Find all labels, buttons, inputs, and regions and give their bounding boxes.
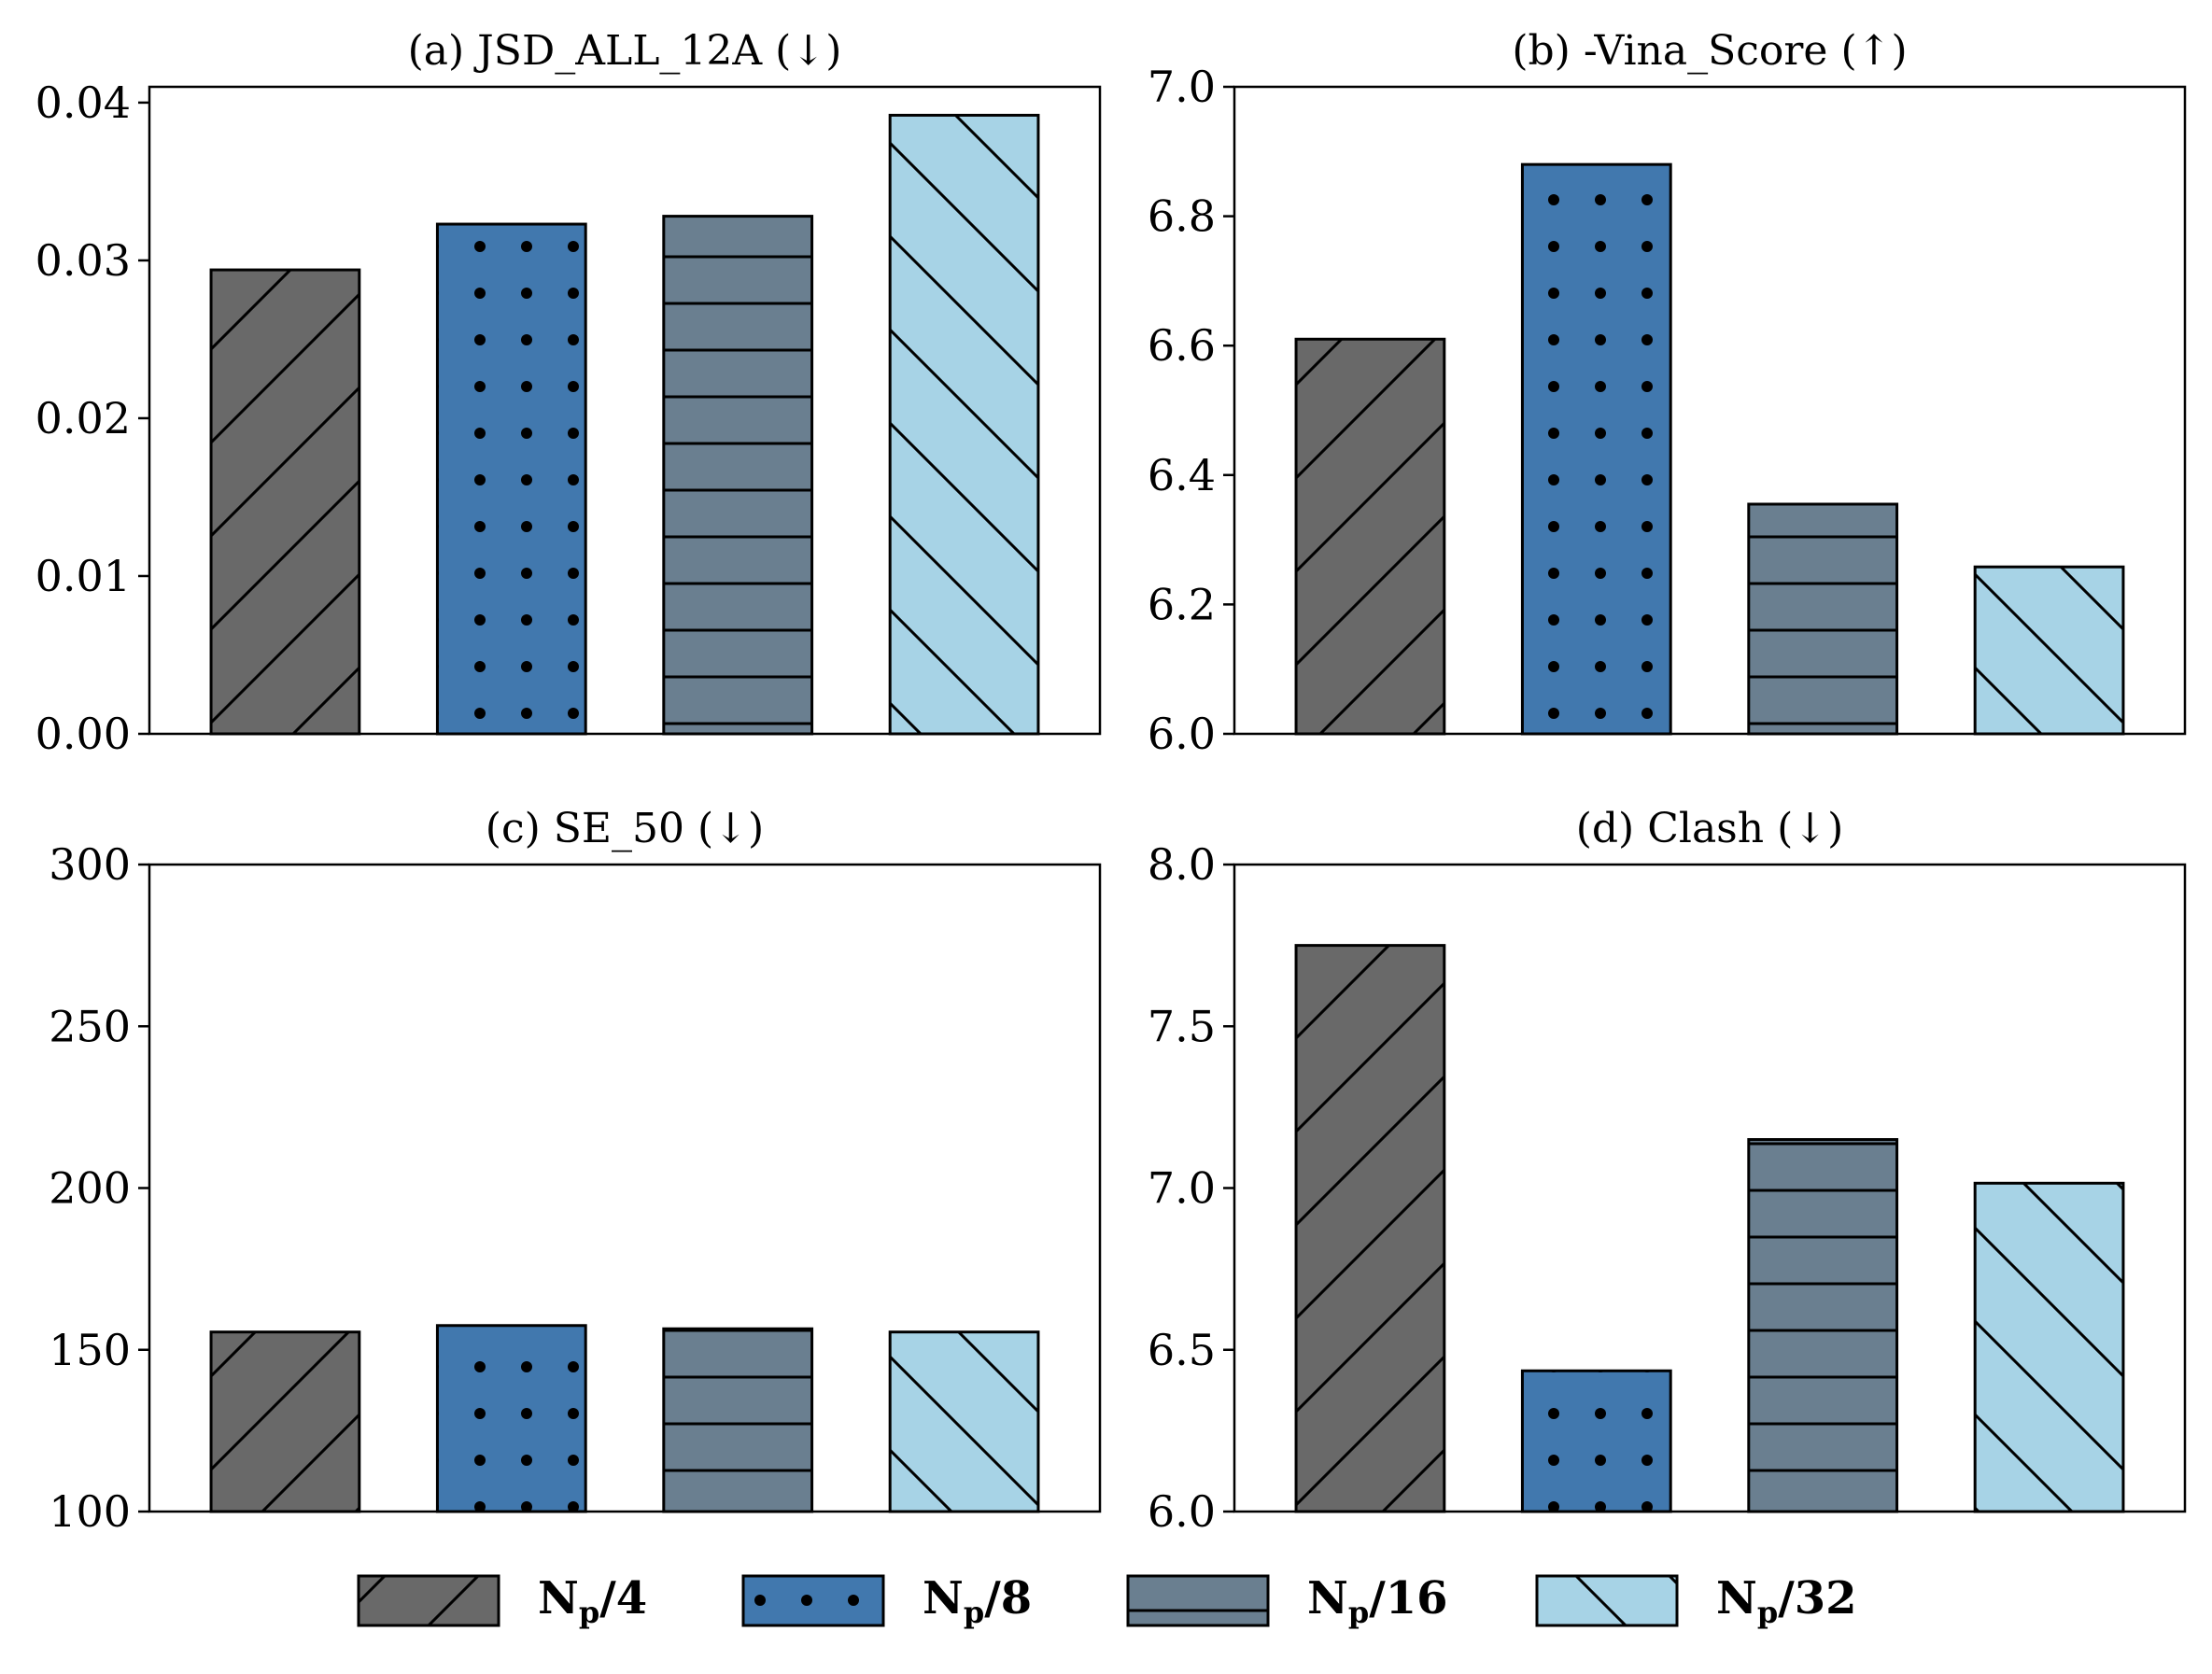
axes-frame (1233, 85, 2187, 736)
y-tick-label: 6.2 (1148, 579, 1216, 629)
y-tick-label: 0.02 (35, 393, 131, 443)
y-tick-label: 0.03 (35, 235, 131, 286)
y-tick-label: 6.6 (1148, 320, 1216, 371)
panel-title: (b) -Vina_Score (↑) (1512, 27, 1907, 75)
legend-item-1: Np/4 (357, 1572, 647, 1630)
y-tick-label: 100 (49, 1486, 131, 1537)
bar-np32 (1973, 565, 2125, 736)
panel-title: (c) SE_50 (↓) (486, 805, 764, 852)
bar-np16 (1747, 1138, 1899, 1513)
bar-np4 (209, 1330, 361, 1513)
axes-frame (148, 85, 1102, 736)
bar-np4 (209, 268, 361, 736)
y-tick-label: 150 (49, 1325, 131, 1375)
y-tick-label: 300 (49, 839, 131, 890)
y-tick-label: 200 (49, 1163, 131, 1214)
panel-2: 6.0 6.2 6.4 6.6 6.8 7.0 (b) -Vina_Score (↑) (1148, 27, 2187, 759)
y-tick-label: 250 (49, 1001, 131, 1051)
bar-np32 (1973, 1181, 2125, 1513)
panel-1: 0.00 0.01 0.02 0.03 0.04 (a) JSD_ALL_12A (↓) (35, 27, 1102, 759)
y-tick-label: 7.0 (1148, 62, 1216, 112)
legend-swatch (357, 1574, 500, 1627)
bar-np8 (1520, 1369, 1672, 1513)
y-tick-label: 6.0 (1148, 709, 1216, 759)
legend-swatch (1126, 1574, 1270, 1627)
y-tick-label: 7.5 (1148, 1001, 1216, 1051)
y-tick-label: 6.0 (1148, 1486, 1216, 1537)
bar-np8 (435, 1324, 587, 1513)
y-tick-label: 0.01 (35, 551, 131, 601)
y-tick-label: 6.4 (1148, 450, 1216, 500)
y-tick-label: 6.5 (1148, 1325, 1216, 1375)
bar-np16 (662, 1327, 814, 1513)
panel-title: (d) Clash (↓) (1576, 805, 1844, 852)
bar-np16 (662, 215, 814, 736)
bar-np4 (1294, 337, 1446, 736)
bar-np8 (435, 222, 587, 736)
legend: Np/4 Np/8 Np/16 Np/32 (357, 1572, 1857, 1630)
y-tick-label: 8.0 (1148, 839, 1216, 890)
legend-swatch (1535, 1574, 1679, 1627)
legend-label: Np/4 (538, 1572, 647, 1630)
y-tick-label: 6.8 (1148, 191, 1216, 242)
y-tick-label: 0.04 (35, 77, 131, 128)
panel-3: 100 150 200 250 300 (c) SE_50 (↓) (49, 805, 1102, 1537)
panel-title: (a) JSD_ALL_12A (↓) (408, 27, 842, 75)
bar-np16 (1747, 502, 1899, 736)
bar-np8 (1520, 162, 1672, 736)
legend-swatch (741, 1574, 885, 1627)
legend-item-2: Np/8 (741, 1572, 1032, 1630)
legend-label: Np/8 (923, 1572, 1032, 1630)
bar-np4 (1294, 944, 1446, 1513)
y-tick-label: 7.0 (1148, 1163, 1216, 1214)
legend-label: Np/32 (1716, 1572, 1857, 1630)
bar-np32 (888, 1330, 1040, 1513)
panel-4: 6.0 6.5 7.0 7.5 8.0 (d) Clash (↓) (1148, 805, 2187, 1537)
y-tick-label: 0.00 (35, 709, 131, 759)
legend-item-4: Np/32 (1535, 1572, 1857, 1630)
legend-item-3: Np/16 (1126, 1572, 1448, 1630)
bar-np32 (888, 113, 1040, 736)
legend-label: Np/16 (1307, 1572, 1448, 1630)
